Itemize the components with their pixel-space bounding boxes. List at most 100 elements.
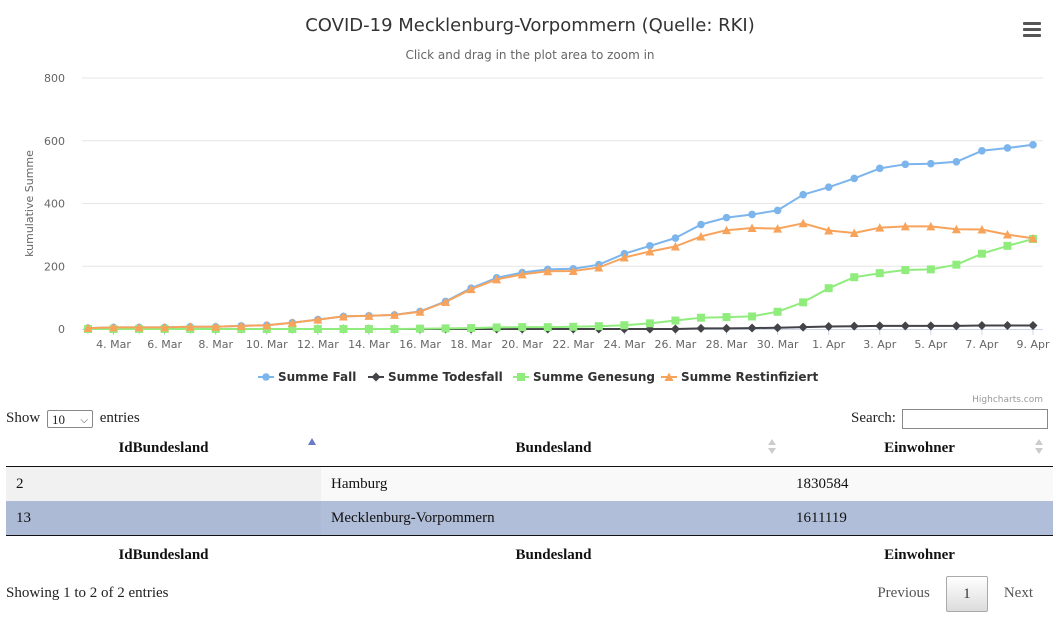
data-point xyxy=(287,318,297,327)
x-tick-label: 6. Mar xyxy=(147,338,182,351)
data-point xyxy=(824,183,833,191)
data-point xyxy=(748,210,756,219)
data-point xyxy=(441,297,451,307)
length-prefix: Show xyxy=(6,410,41,426)
footer-einwohner: Einwohner xyxy=(884,546,955,563)
data-point xyxy=(875,164,884,173)
data-point xyxy=(645,247,655,256)
data-point xyxy=(1028,233,1038,243)
table-row[interactable]: 13 Mecklenburg-Vorpommern 1611119 xyxy=(6,501,1053,536)
data-point xyxy=(926,321,936,331)
search-label: Search: xyxy=(851,410,896,426)
data-point xyxy=(901,160,910,169)
data-point xyxy=(620,321,629,330)
legend-marker-icon xyxy=(664,372,674,381)
legend-label: Summe Fall xyxy=(278,370,356,384)
x-tick-label: 26. Mar xyxy=(655,338,697,351)
legend-item[interactable]: Summe Genesung xyxy=(513,370,655,384)
line-chart[interactable]: COVID-19 Mecklenburg-Vorpommern (Quelle:… xyxy=(0,0,1059,410)
footer-bundesland: Bundesland xyxy=(515,546,592,563)
data-point xyxy=(901,266,910,275)
data-point xyxy=(646,242,654,250)
data-point xyxy=(748,312,757,321)
data-point xyxy=(875,321,885,331)
data-point xyxy=(747,223,757,232)
pagination: Previous 1 Next xyxy=(865,576,1045,612)
data-point xyxy=(517,269,527,279)
table-info: Showing 1 to 2 of 2 entries xyxy=(6,585,169,601)
data-point xyxy=(799,190,807,199)
next-button[interactable]: Next xyxy=(1003,585,1033,601)
data-point xyxy=(977,321,987,331)
x-tick-label: 10. Mar xyxy=(246,338,288,351)
data-point xyxy=(1028,321,1038,331)
cell-einwohner: 1611119 xyxy=(786,501,1053,536)
column-header-bundesland[interactable]: Bundesland xyxy=(321,430,786,467)
data-point xyxy=(670,241,680,251)
data-point xyxy=(364,311,374,320)
legend-item[interactable]: Summe Fall xyxy=(258,370,356,384)
data-point xyxy=(160,322,170,332)
footer-idbundesland: IdBundesland xyxy=(118,546,209,563)
x-tick-label: 14. Mar xyxy=(348,338,390,351)
legend-item[interactable]: Summe Todesfall xyxy=(368,370,503,384)
table-row[interactable]: 2 Hamburg 1830584 xyxy=(6,466,1053,501)
data-point xyxy=(619,252,629,262)
data-point xyxy=(926,221,936,231)
data-point xyxy=(798,218,808,228)
data-point xyxy=(467,324,476,333)
length-select[interactable]: 10 ⌵ xyxy=(46,409,93,428)
data-point xyxy=(696,313,705,322)
x-tick-label: 12. Mar xyxy=(297,338,339,351)
data-point xyxy=(798,322,808,332)
data-point xyxy=(466,284,476,294)
data-point xyxy=(389,310,399,319)
chart-title: COVID-19 Mecklenburg-Vorpommern (Quelle:… xyxy=(305,15,755,36)
x-tick-label: 8. Mar xyxy=(198,338,233,351)
data-point xyxy=(313,315,323,324)
x-tick-label: 24. Mar xyxy=(603,338,645,351)
data-point xyxy=(978,146,986,155)
data-point xyxy=(926,265,935,274)
page-button-1[interactable]: 1 xyxy=(945,576,988,612)
data-point xyxy=(952,157,961,166)
chart-container[interactable]: COVID-19 Mecklenburg-Vorpommern (Quelle:… xyxy=(0,0,1059,410)
y-tick-label: 800 xyxy=(44,72,65,85)
data-point xyxy=(492,323,501,332)
x-tick-label: 1. Apr xyxy=(812,338,845,351)
data-point xyxy=(824,284,833,293)
y-axis-title: kumulative Summe xyxy=(23,150,36,257)
x-tick-label: 28. Mar xyxy=(706,338,748,351)
data-point xyxy=(415,307,425,316)
length-control: Show 10 ⌵ entries xyxy=(6,408,140,428)
data-point xyxy=(390,325,399,333)
data-point xyxy=(951,321,961,331)
cell-idbundesland: 13 xyxy=(6,501,321,536)
data-point xyxy=(927,159,935,168)
search-input[interactable] xyxy=(901,408,1048,429)
data-point xyxy=(313,325,322,333)
x-tick-label: 7. Apr xyxy=(965,338,998,351)
data-point xyxy=(1002,230,1012,239)
data-point xyxy=(288,325,297,333)
data-point xyxy=(1029,141,1037,149)
legend-item[interactable]: Summe Restinfiziert xyxy=(661,370,818,384)
column-header-idbundesland[interactable]: IdBundesland xyxy=(6,430,321,467)
series-line-summe-restinfiziert xyxy=(87,222,1034,330)
data-point xyxy=(364,325,373,333)
chart-menu-icon[interactable] xyxy=(1019,18,1045,40)
column-header-einwohner[interactable]: Einwohner xyxy=(786,430,1053,467)
credits-link[interactable]: Highcharts.com xyxy=(972,395,1043,405)
cell-einwohner: 1830584 xyxy=(786,466,1053,501)
data-point xyxy=(338,311,348,321)
data-point xyxy=(875,269,884,278)
sort-both-icon xyxy=(768,439,778,457)
data-point xyxy=(875,223,885,232)
data-point xyxy=(594,263,604,272)
previous-button[interactable]: Previous xyxy=(877,585,930,601)
data-point xyxy=(568,266,578,275)
legend-label: Summe Genesung xyxy=(533,370,655,384)
data-point xyxy=(543,323,552,332)
x-tick-label: 18. Mar xyxy=(450,338,492,351)
data-point xyxy=(671,316,680,325)
